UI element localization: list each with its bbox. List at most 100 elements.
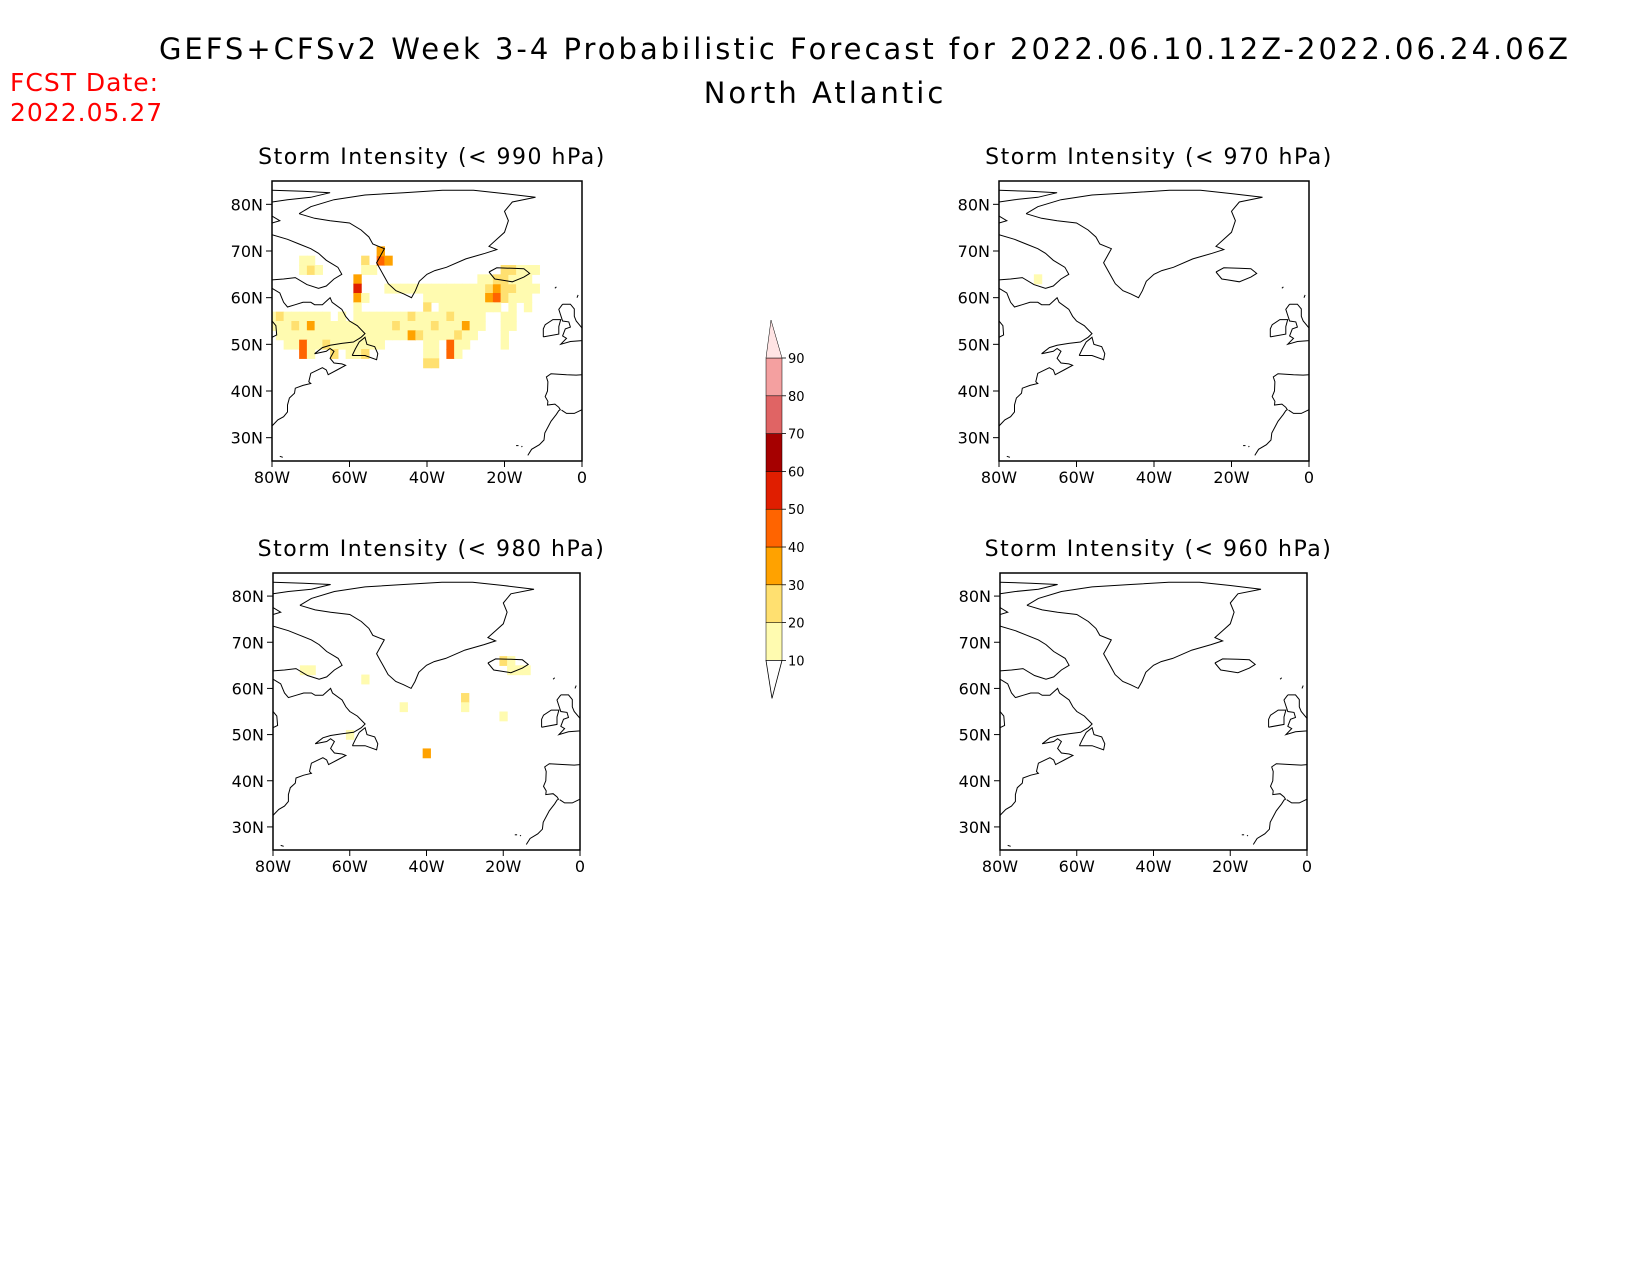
lat-tick-label: 30N [232,818,264,837]
colorbar-tick-label: 70 [788,428,805,443]
coastline [1303,294,1306,298]
probability-cell [407,321,416,331]
lat-tick-label: 70N [232,633,264,652]
lon-tick-label: 80W [254,468,290,487]
map-panel-1: Storm Intensity (< 990 hPa) 80N 70N 60N 50N 4… [231,145,606,487]
probability-cell [500,274,509,285]
probability-cell [500,330,509,341]
coastline [525,763,580,845]
probability-cell [361,349,370,359]
probability-cell [337,321,347,331]
panel-title: Storm Intensity (< 990 hPa) [258,145,606,170]
coastline [999,287,1093,427]
coastline [1000,625,1070,680]
colorbar-tick-label: 10 [788,654,805,669]
colorbar: 10 20 30 40 50 60 70 80 90 [765,319,805,699]
coastline [351,336,379,361]
probability-cell [407,283,416,294]
probability-cell [306,321,316,331]
probability-cell [368,311,378,322]
lat-tick-label: 80N [232,587,264,606]
probability-cell [523,293,533,303]
coastline [273,711,279,729]
probability-cell [516,265,525,275]
coastline [1025,189,1263,299]
coastline [999,189,1058,203]
probability-cell [507,665,516,676]
coastline [999,320,1005,338]
lat-tick-label: 50N [958,335,990,354]
probability-cell [454,311,463,322]
lat-tick-label: 70N [959,633,991,652]
probability-cell [306,265,316,275]
probability-cell [446,283,455,294]
panel-title: Storm Intensity (< 980 hPa) [258,537,606,562]
probability-cell [492,302,502,313]
probability-cell [361,330,370,341]
probability-cell [461,330,471,341]
lon-tick-label: 40W [408,857,444,876]
probability-cell [492,293,502,303]
panel-title: Storm Intensity (< 960 hPa) [985,537,1333,562]
lat-tick-label: 30N [959,818,991,837]
coastline [488,267,531,283]
coastline [273,581,331,595]
probability-cell [485,274,494,285]
lat-tick-label: 60N [958,289,990,308]
map-frame [272,572,581,851]
colorbar-swatch [765,622,783,661]
probability-cell [353,311,362,322]
probability-cell [430,358,440,369]
probability-cell [314,265,323,275]
probability-cell [485,302,494,313]
coastline [561,409,582,414]
probability-cell [430,330,440,341]
figure-title: GEFS+CFSv2 Week 3-4 Probabilistic Foreca… [158,32,1572,66]
coastline [272,287,366,427]
probability-cell [307,665,316,676]
probability-cell [469,283,478,294]
lon-tick-label: 0 [1304,468,1314,487]
colorbar-bottom-triangle [765,660,783,699]
probability-cell [531,283,540,294]
probability-cell [499,711,508,722]
coastline [1000,711,1006,729]
lat-tick-label: 50N [232,726,264,745]
colorbar-swatch [765,433,783,472]
coastline [272,215,282,224]
lon-tick-label: 60W [331,468,367,487]
probability-cell [376,255,385,266]
probability-cell [461,693,470,703]
probability-cell [516,283,525,294]
probability-cell [423,311,432,322]
probability-cell [299,665,309,676]
lat-tick-label: 40N [231,382,263,401]
probability-cell [461,339,471,350]
probability-cell [306,330,316,341]
coastline [1000,607,1009,615]
probability-cell [291,311,300,322]
coastline [1279,677,1283,680]
probability-cell [361,255,370,266]
probability-cell [461,302,471,313]
colorbar-swatch [765,508,783,548]
probability-cell [438,311,447,322]
lat-tick-label: 40N [958,382,990,401]
probability-cell [423,358,432,369]
probability-cell [461,283,471,294]
probability-cell [283,321,292,331]
probability-cell [299,255,308,266]
probability-cell [291,330,300,341]
coastline [1248,445,1250,448]
probability-cell [376,330,385,341]
colorbar-tick-label: 80 [788,390,805,405]
coastline [1007,844,1011,847]
lon-tick-label: 80W [255,857,291,876]
coastline [1215,267,1258,283]
coastline [1006,455,1011,458]
map-frame [999,572,1308,851]
probability-cell [508,274,517,285]
probability-cell [361,293,370,303]
probability-cell [477,274,486,285]
probability-cell [508,265,517,275]
